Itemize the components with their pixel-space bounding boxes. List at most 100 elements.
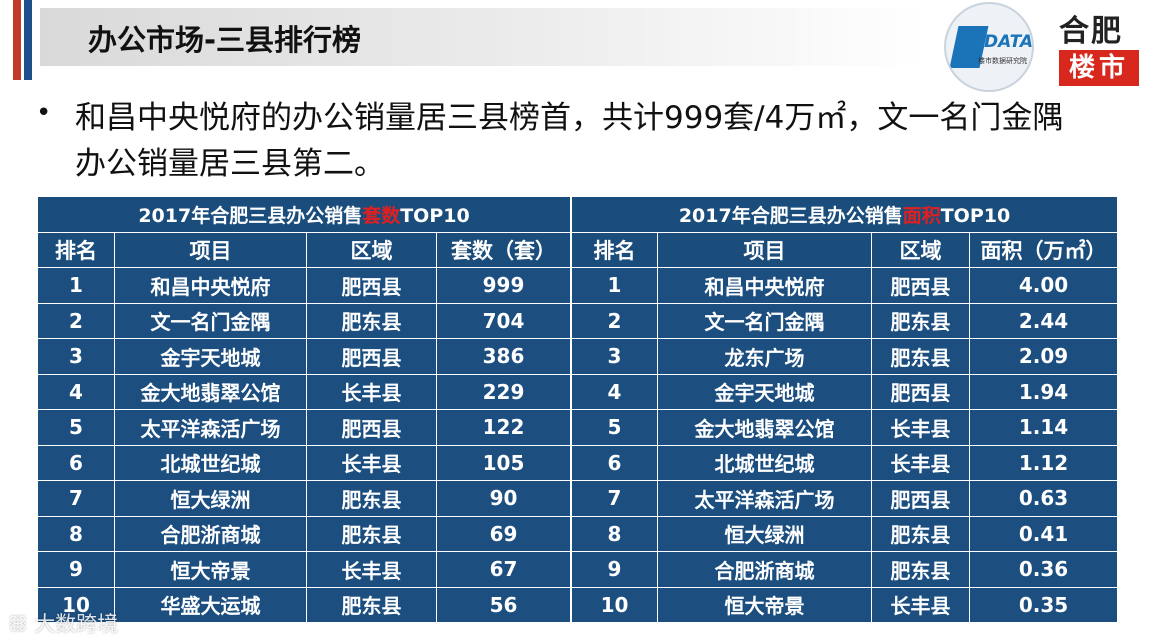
area-table-row: 7 太平洋森活广场 肥西县 0.63	[571, 480, 1119, 517]
units-district-cell: 长丰县	[306, 551, 437, 588]
area-value-cell: 2.09	[968, 338, 1119, 375]
units-table-row: 6 北城世纪城 长丰县 105	[37, 444, 572, 481]
hefei-logo-bottom: 楼市	[1059, 50, 1139, 86]
units-value-cell: 122	[435, 409, 572, 446]
area-project-cell: 文一名门金隅	[657, 302, 872, 339]
area-project-cell: 金宇天地城	[657, 373, 872, 410]
units-table-row: 5 太平洋森活广场 肥西县 122	[37, 409, 572, 446]
area-rank-cell: 3	[571, 338, 658, 375]
area-district-cell: 肥东县	[871, 515, 970, 552]
units-rank-cell: 10	[37, 586, 115, 623]
page-title: 办公市场-三县排行榜	[88, 23, 362, 57]
kdata-logo-sub: 楼市数据研究院	[978, 57, 1027, 65]
units-district-cell: 长丰县	[306, 444, 437, 481]
bullet-icon: •	[36, 98, 52, 128]
units-table-row: 10 华盛大运城 肥东县 56	[37, 586, 572, 623]
units-rank-cell: 9	[37, 551, 115, 588]
units-value-cell: 105	[435, 444, 572, 481]
area-project-cell: 和昌中央悦府	[657, 267, 872, 304]
units-ranking-table: 2017年合肥三县办公销售套数TOP10 排名 项目 区域 套数（套） 1 和昌中央悦府…	[36, 196, 572, 623]
units-district-cell: 肥西县	[306, 267, 437, 304]
area-project-cell: 太平洋森活广场	[657, 480, 872, 517]
area-table-row: 2 文一名门金隅 肥东县 2.44	[571, 302, 1119, 339]
area-value-cell: 2.44	[968, 302, 1119, 339]
units-table-caption: 2017年合肥三县办公销售套数TOP10	[36, 196, 572, 233]
units-table-row: 1 和昌中央悦府 肥西县 999	[37, 267, 572, 304]
units-value-cell: 69	[435, 515, 572, 552]
area-district-cell: 肥西县	[871, 480, 970, 517]
units-caption-suffix: TOP10	[400, 205, 470, 227]
accent-bar-blue	[24, 0, 32, 80]
units-district-cell: 肥东县	[306, 586, 437, 623]
units-table-row: 8 合肥浙商城 肥东县 69	[37, 515, 572, 552]
area-district-cell: 长丰县	[871, 444, 970, 481]
watermark-label: 大数跨境	[34, 612, 119, 636]
area-project-cell: 北城世纪城	[657, 444, 872, 481]
area-value-cell: 0.63	[968, 480, 1119, 517]
units-rank-cell: 5	[37, 409, 115, 446]
area-rank-cell: 5	[571, 409, 658, 446]
watermark-text: ꕥ 大数跨境	[8, 608, 118, 638]
area-header-2: 区域	[871, 232, 970, 268]
area-rank-cell: 2	[571, 302, 658, 339]
accent-bar-red	[13, 0, 21, 80]
area-district-cell: 长丰县	[871, 409, 970, 446]
units-project-cell: 金大地翡翠公馆	[114, 373, 307, 410]
area-value-cell: 0.36	[968, 551, 1119, 588]
area-value-cell: 4.00	[968, 267, 1119, 304]
title-band	[40, 8, 930, 66]
area-project-cell: 合肥浙商城	[657, 551, 872, 588]
units-district-cell: 肥东县	[306, 480, 437, 517]
area-ranking-table: 2017年合肥三县办公销售面积TOP10 排名 项目 区域 面积（万㎡） 1 和昌中央悦…	[570, 196, 1119, 623]
units-table-row: 9 恒大帝景 长丰县 67	[37, 551, 572, 588]
units-table-row: 2 文一名门金隅 肥东县 704	[37, 302, 572, 339]
units-district-cell: 肥西县	[306, 409, 437, 446]
area-district-cell: 长丰县	[871, 586, 970, 623]
units-district-cell: 肥东县	[306, 302, 437, 339]
area-header-3: 面积（万㎡）	[968, 232, 1119, 268]
units-table-row: 3 金宇天地城 肥西县 386	[37, 338, 572, 375]
area-table-row: 3 龙东广场 肥东县 2.09	[571, 338, 1119, 375]
units-rank-cell: 1	[37, 267, 115, 304]
area-project-cell: 金大地翡翠公馆	[657, 409, 872, 446]
units-value-cell: 67	[435, 551, 572, 588]
units-value-cell: 704	[435, 302, 572, 339]
area-table-row: 5 金大地翡翠公馆 长丰县 1.14	[571, 409, 1119, 446]
area-value-cell: 0.35	[968, 586, 1119, 623]
area-district-cell: 肥西县	[871, 267, 970, 304]
units-header-1: 项目	[114, 232, 307, 268]
area-district-cell: 肥西县	[871, 373, 970, 410]
units-project-cell: 和昌中央悦府	[114, 267, 307, 304]
area-header-0: 排名	[571, 232, 658, 268]
area-rank-cell: 10	[571, 586, 658, 623]
units-value-cell: 90	[435, 480, 572, 517]
area-table-row: 8 恒大绿洲 肥东县 0.41	[571, 515, 1119, 552]
area-table-row: 10 恒大帝景 长丰县 0.35	[571, 586, 1119, 623]
units-header-0: 排名	[37, 232, 115, 268]
units-project-cell: 恒大帝景	[114, 551, 307, 588]
units-rank-cell: 2	[37, 302, 115, 339]
units-caption-highlight: 套数	[362, 205, 401, 227]
units-table-row: 4 金大地翡翠公馆 长丰县 229	[37, 373, 572, 410]
units-rank-cell: 4	[37, 373, 115, 410]
units-header-2: 区域	[306, 232, 437, 268]
area-table-caption: 2017年合肥三县办公销售面积TOP10	[570, 196, 1119, 233]
kdata-logo-word: DATA	[984, 32, 1034, 52]
units-rank-cell: 8	[37, 515, 115, 552]
area-rank-cell: 6	[571, 444, 658, 481]
units-project-cell: 合肥浙商城	[114, 515, 307, 552]
units-project-cell: 恒大绿洲	[114, 480, 307, 517]
units-district-cell: 长丰县	[306, 373, 437, 410]
area-value-cell: 0.41	[968, 515, 1119, 552]
units-rank-cell: 7	[37, 480, 115, 517]
units-project-cell: 北城世纪城	[114, 444, 307, 481]
kdata-logo: DATA 楼市数据研究院	[944, 2, 1034, 92]
units-value-cell: 56	[435, 586, 572, 623]
units-value-cell: 386	[435, 338, 572, 375]
area-table-row: 4 金宇天地城 肥西县 1.94	[571, 373, 1119, 410]
units-value-cell: 999	[435, 267, 572, 304]
watermark-icon: ꕥ	[8, 612, 28, 636]
area-header-1: 项目	[657, 232, 872, 268]
units-district-cell: 肥东县	[306, 515, 437, 552]
hefei-loushi-logo: 合肥 楼市	[1051, 2, 1147, 92]
